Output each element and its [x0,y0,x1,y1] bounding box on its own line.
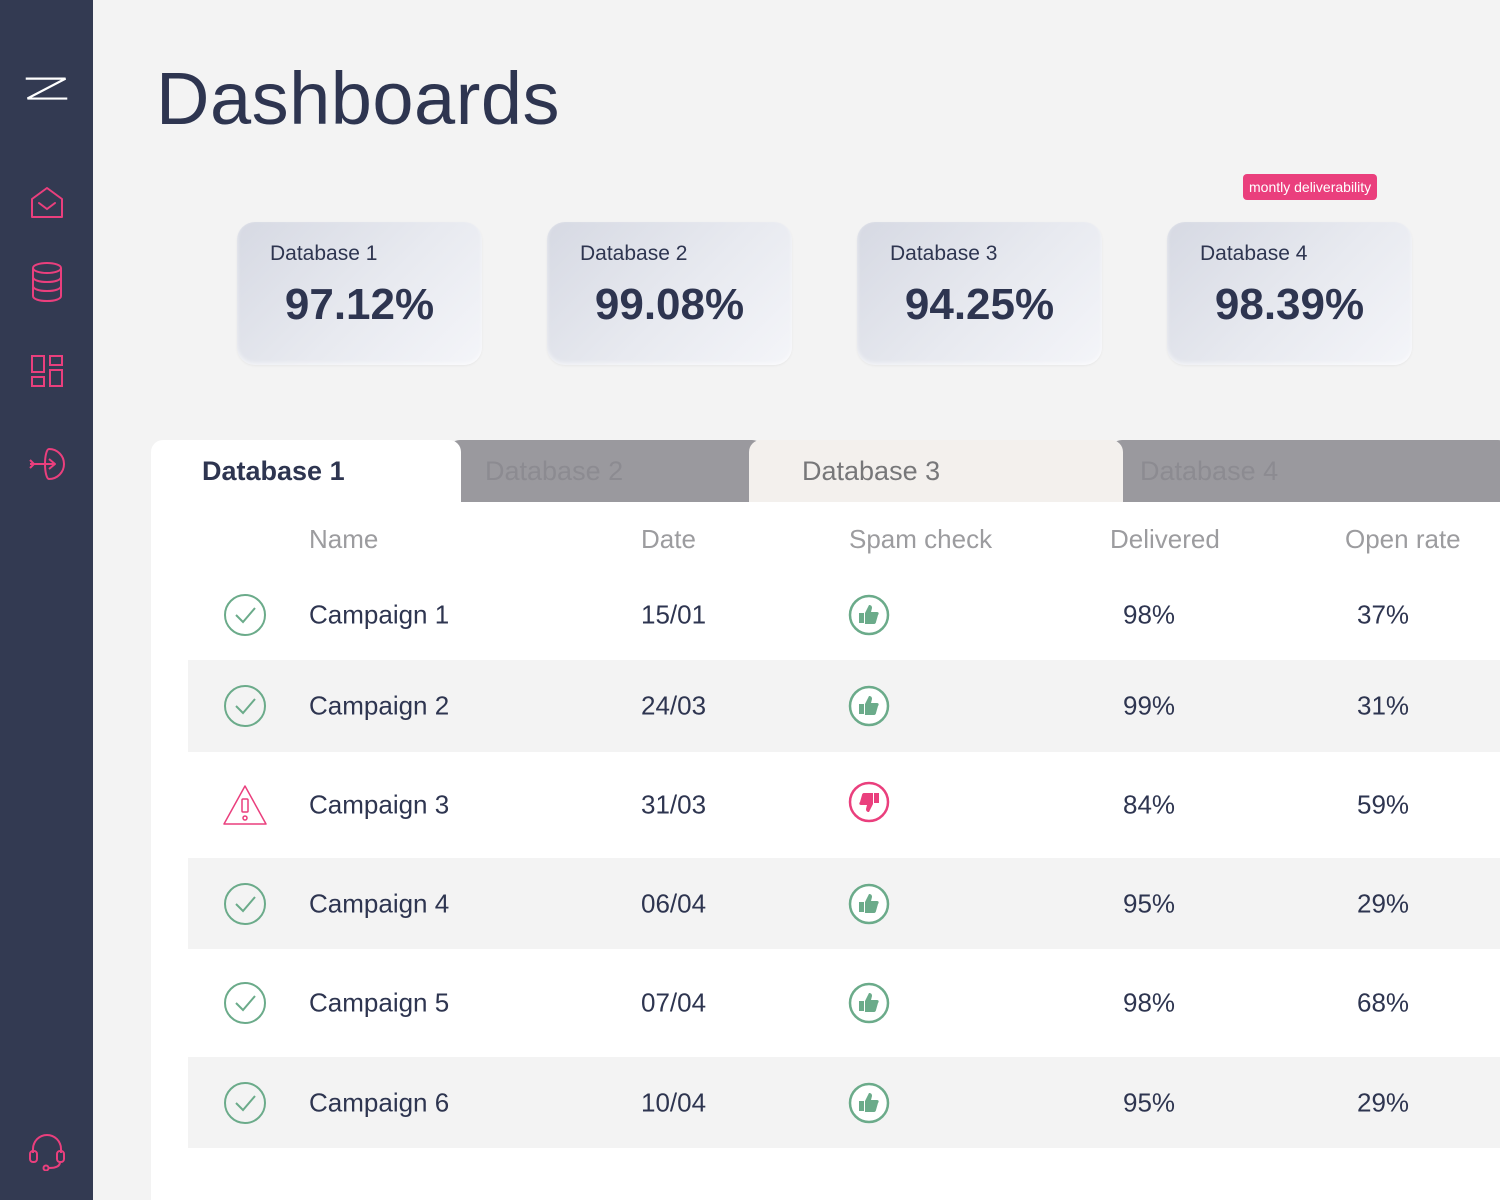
open-rate-value: 37% [1357,599,1410,630]
card-label: Database 4 [1200,242,1308,265]
card-value: 97.12% [284,280,435,329]
open-rate-value: 29% [1357,1087,1410,1117]
campaign-date: 15/01 [641,599,707,630]
delivered-value: 98% [1123,987,1176,1018]
thumbs-down-icon [848,781,890,823]
campaign-table: Name Date Spam check Delivered Open rate… [151,502,1500,1200]
open-rate-value: 29% [1357,888,1410,918]
table-row[interactable]: Campaign 5 07/04 98% 68% [188,949,1500,1057]
campaign-date: 10/04 [641,1087,707,1117]
open-rate-value: 31% [1357,690,1410,721]
tab-database-2[interactable]: Database 2 [448,440,764,502]
campaign-name: Campaign 3 [309,789,450,820]
thumbs-up-icon [848,883,890,924]
card-value: 99.08% [594,280,745,329]
tab-database-4[interactable]: Database 4 [1110,440,1500,502]
card-label: Database 2 [580,242,688,265]
column-header-delivered[interactable]: Delivered [1110,524,1220,554]
campaign-date: 31/03 [641,789,707,820]
delivered-value: 84% [1123,789,1176,820]
card-label: Database 3 [890,242,998,265]
database-3-card[interactable]: Database 3 94.25% [857,222,1102,365]
dashboard-grid-icon[interactable] [24,348,69,393]
column-header-date[interactable]: Date [641,524,696,554]
database-2-card[interactable]: Database 2 99.08% [547,222,792,365]
delivered-value: 99% [1123,690,1176,721]
table-row[interactable]: Campaign 6 10/04 95% 29% [188,1057,1500,1148]
check-circle-icon [224,685,266,727]
campaign-name: Campaign 5 [309,987,450,1018]
thumbs-up-icon [848,594,890,636]
thumbs-up-icon [848,685,890,727]
campaign-name: Campaign 6 [309,1087,450,1117]
sidebar [0,0,93,1200]
card-value: 98.39% [1214,280,1365,329]
card-label: Database 1 [270,242,378,265]
thumbs-up-icon [848,982,890,1024]
thumbs-up-icon [848,1082,890,1123]
check-circle-icon [224,982,266,1024]
column-header-open-rate[interactable]: Open rate [1345,524,1461,554]
check-circle-icon [224,1081,266,1124]
target-arrow-icon[interactable] [24,441,69,486]
check-circle-icon [224,594,266,636]
check-circle-icon [224,882,266,925]
campaign-date: 07/04 [641,987,707,1018]
campaign-name: Campaign 4 [309,888,450,918]
delivered-value: 95% [1123,1087,1176,1117]
column-header-spam-check[interactable]: Spam check [849,524,993,554]
campaign-name: Campaign 1 [309,599,450,630]
database-1-card[interactable]: Database 1 97.12% [237,222,482,365]
page-title: Dashboards [156,57,561,140]
monthly-deliverability-badge: montly deliverability [1243,174,1378,200]
open-rate-value: 59% [1357,789,1410,820]
campaign-name: Campaign 2 [309,690,450,721]
database-4-card[interactable]: Database 4 98.39% [1167,222,1412,365]
card-value: 94.25% [904,280,1055,329]
tab-database-1[interactable]: Database 1 [151,440,461,502]
column-header-name[interactable]: Name [309,524,379,554]
table-row[interactable]: Campaign 2 24/03 99% 31% [188,660,1500,752]
logo-z-icon[interactable] [24,66,69,111]
delivered-value: 95% [1123,888,1176,918]
open-rate-value: 68% [1357,987,1410,1018]
table-row[interactable]: Campaign 3 31/03 84% 59% [188,752,1500,858]
tab-database-3[interactable]: Database 3 [749,440,1123,502]
campaign-date: 24/03 [641,690,707,721]
table-row[interactable]: Campaign 1 15/01 98% 37% [188,570,1500,660]
database-icon[interactable] [24,259,69,304]
delivered-value: 98% [1123,599,1176,630]
warning-triangle-icon [223,785,267,825]
table-row[interactable]: Campaign 4 06/04 95% 29% [188,858,1500,949]
campaign-date: 06/04 [641,888,707,918]
database-tabs: Database 4 Database 2 Database 3 Databas… [151,440,1500,502]
headset-icon[interactable] [24,1128,69,1173]
mail-open-icon[interactable] [24,180,69,225]
